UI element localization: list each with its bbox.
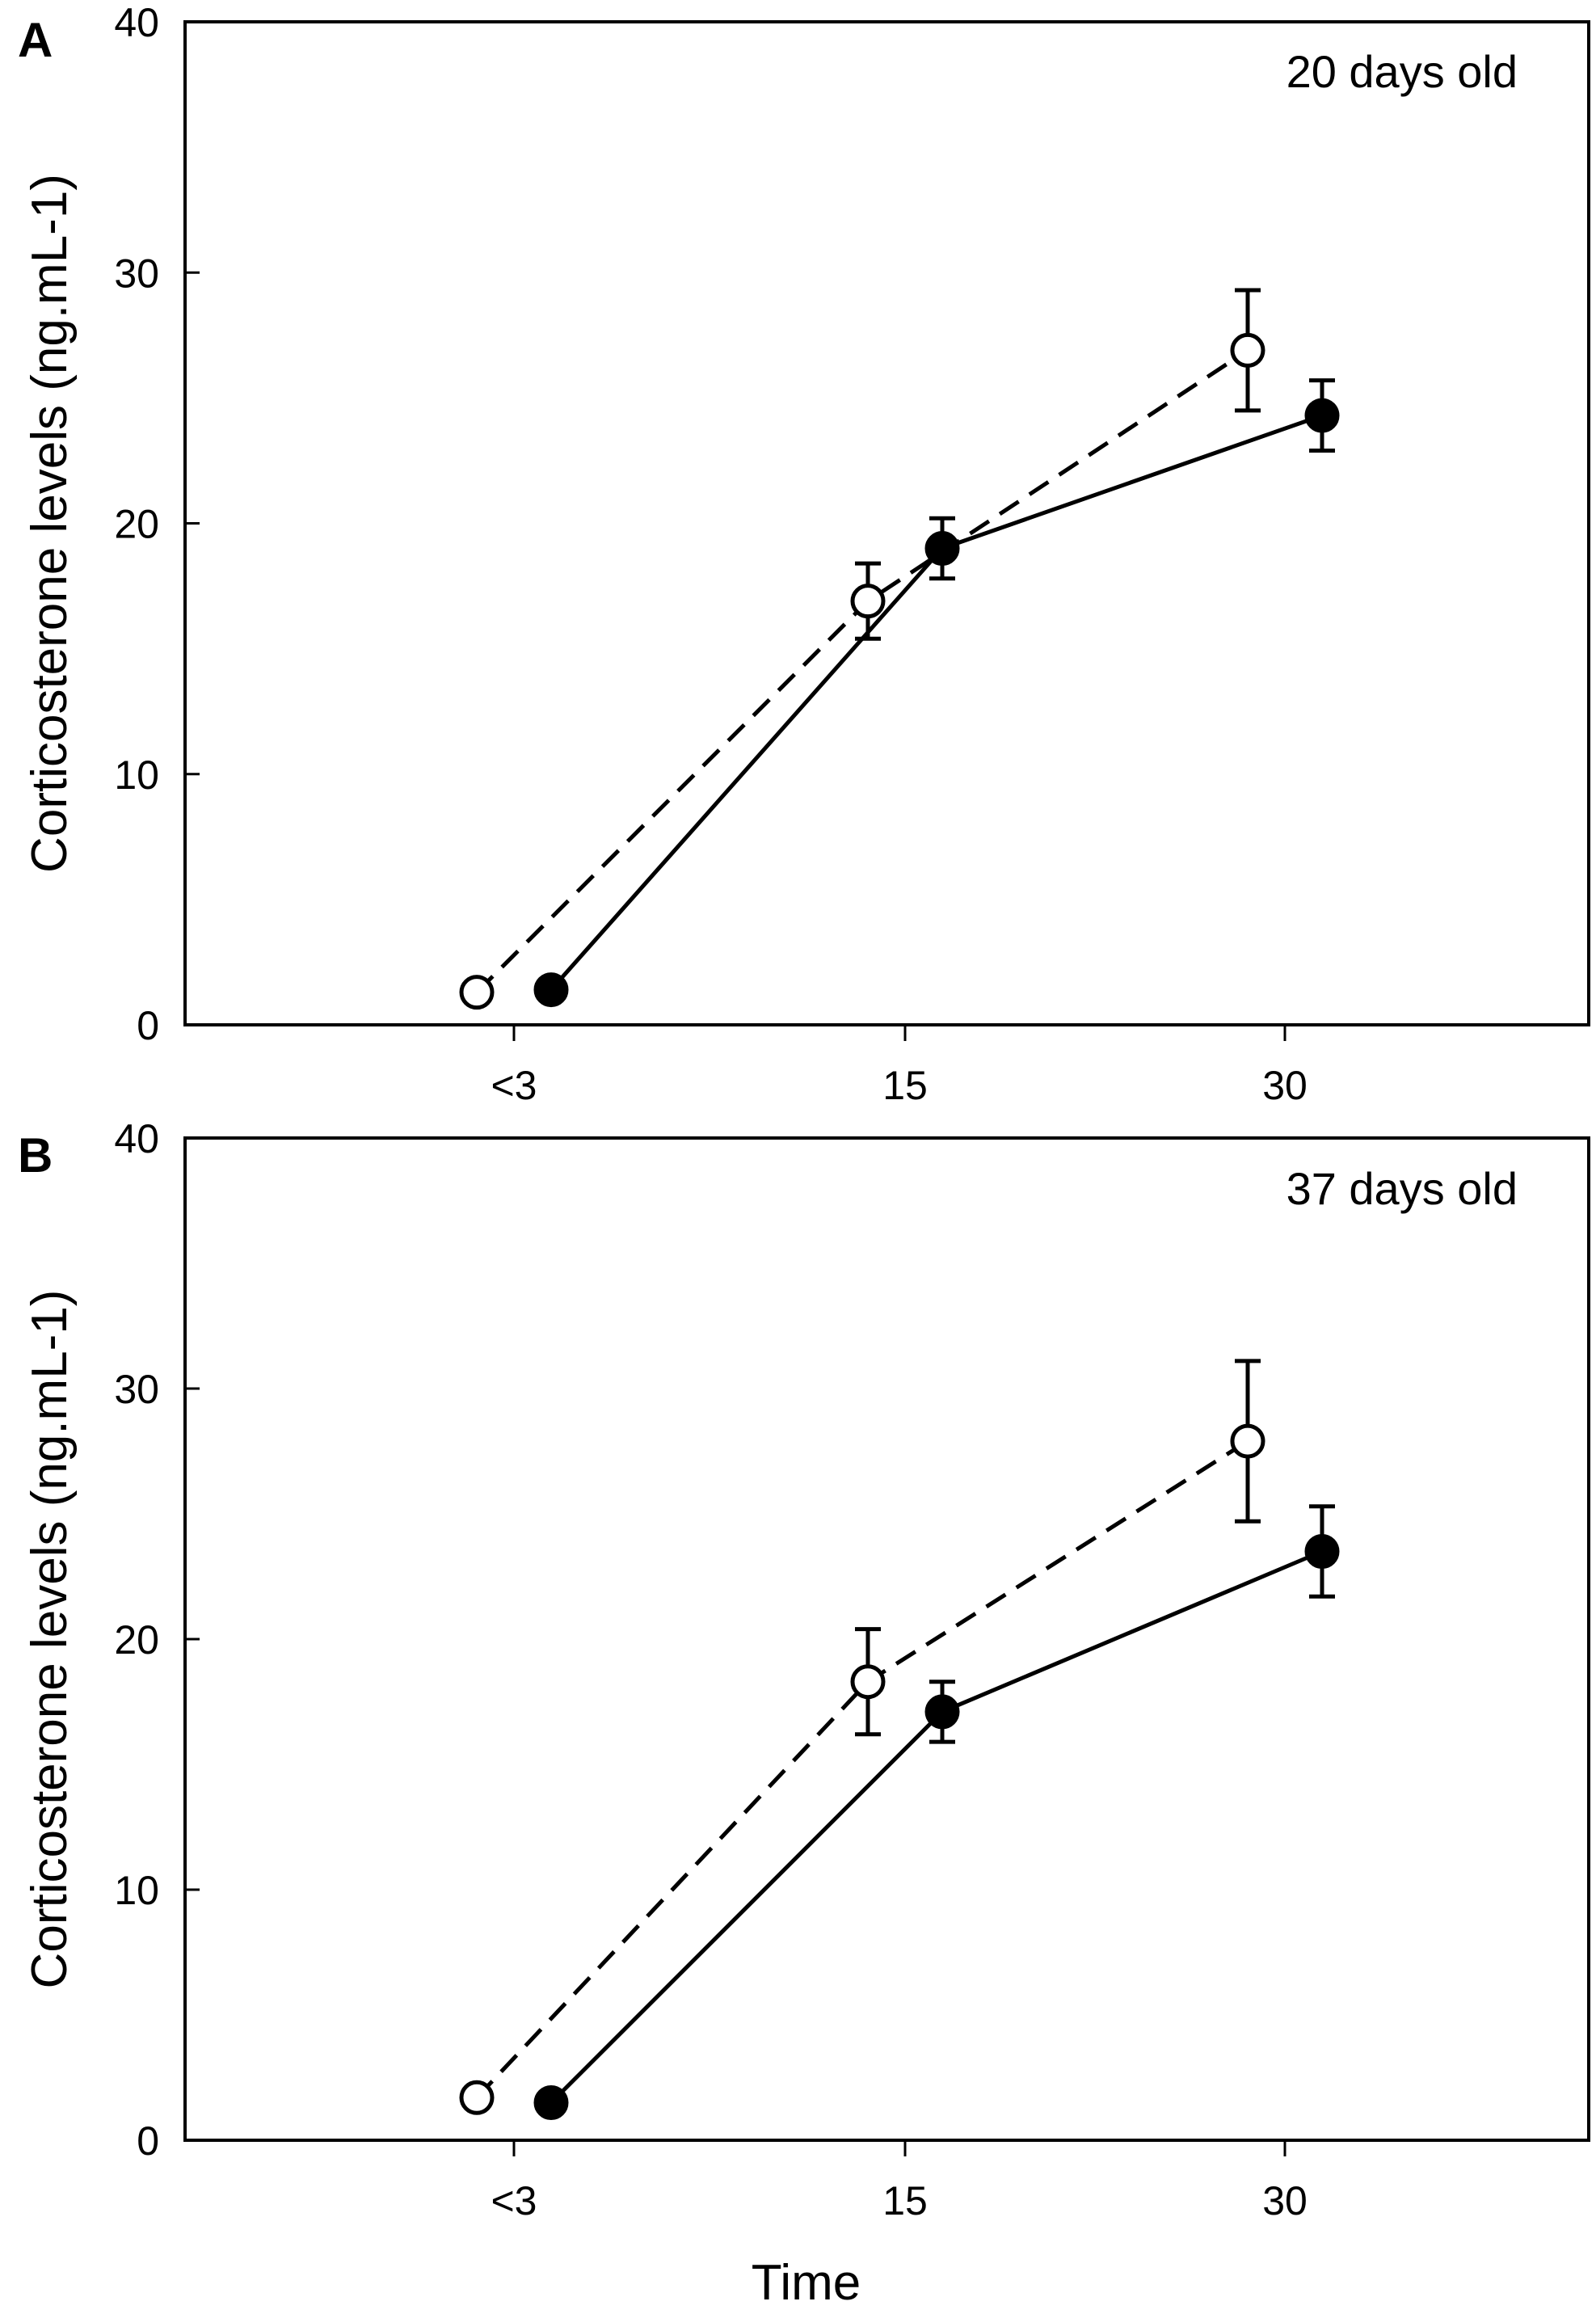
series-open (459, 288, 1265, 1010)
data-point (1230, 1423, 1265, 1459)
y-tick-label: 0 (137, 1003, 159, 1048)
data-point (924, 1694, 960, 1730)
data-point (850, 584, 886, 619)
series-line (550, 1549, 1323, 2105)
series-open (459, 1359, 1265, 2115)
x-tick-label: <3 (491, 1063, 537, 1108)
data-point (1304, 398, 1340, 433)
panel-a: A 20 days old 0 10 20 30 40 <3 15 30 Corticosteron… (18, 0, 1590, 1108)
data-point (533, 2085, 569, 2120)
data-point (850, 1664, 886, 1700)
data-point (459, 2080, 495, 2115)
y-tick-label: 30 (114, 1367, 159, 1412)
y-axis-title: Corticosterone levels (ng.mL-1) (22, 1290, 78, 1989)
panel-label: A (18, 13, 53, 67)
panel-label: B (18, 1128, 53, 1182)
y-tick-label: 20 (114, 1617, 159, 1663)
series-line (550, 413, 1323, 992)
y-tick-label: 10 (114, 752, 159, 798)
y-tick-label: 40 (114, 1116, 159, 1161)
data-point (1230, 332, 1265, 368)
x-tick-label: 15 (882, 2178, 928, 2223)
series-line (475, 348, 1249, 994)
panel-annotation: 37 days old (1286, 1163, 1518, 1214)
x-tick-label: <3 (491, 2178, 537, 2223)
series-filled (533, 1504, 1340, 2120)
data-point (1304, 1534, 1340, 1569)
y-tick-label: 40 (114, 0, 159, 45)
x-tick-label: 30 (1262, 2178, 1308, 2223)
y-tick-label: 10 (114, 1868, 159, 1913)
series-line (475, 1439, 1249, 2100)
panel-b: B 37 days old 0 10 20 30 40 <3 15 30 Corticosteron… (18, 1116, 1590, 2311)
y-tick-label: 20 (114, 502, 159, 547)
data-point (924, 531, 960, 567)
series-filled (533, 378, 1340, 1008)
y-axis-title: Corticosterone levels (ng.mL-1) (22, 174, 78, 873)
y-tick-label: 0 (137, 2118, 159, 2164)
plot-frame (183, 20, 1590, 1026)
x-axis-title: Time (752, 2255, 861, 2311)
x-tick-label: 15 (882, 1063, 928, 1108)
plot-frame (183, 1136, 1590, 2142)
data-point (533, 972, 569, 1008)
x-tick-label: 30 (1262, 1063, 1308, 1108)
data-point (459, 975, 495, 1010)
panel-annotation: 20 days old (1286, 46, 1518, 97)
y-tick-label: 30 (114, 251, 159, 296)
